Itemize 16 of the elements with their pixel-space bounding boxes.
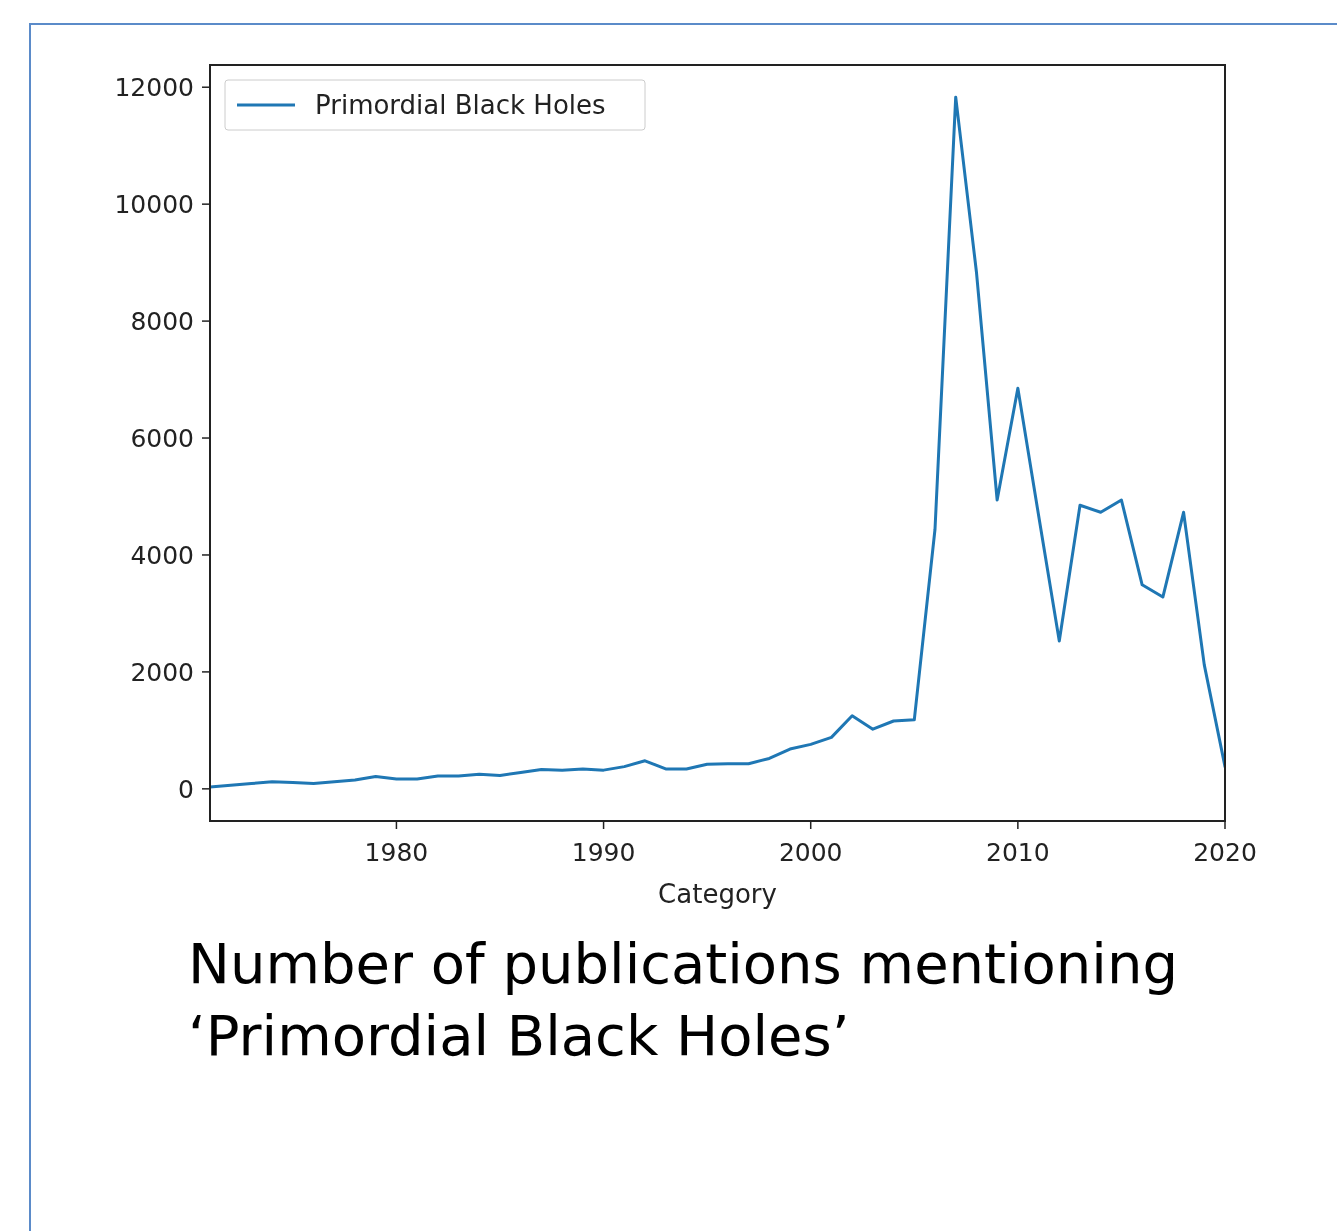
y-tick-label: 0 (178, 774, 194, 804)
y-tick-label: 10000 (114, 190, 194, 220)
y-tick-label: 12000 (114, 73, 194, 103)
x-tick-label: 2020 (1193, 838, 1257, 867)
y-tick-label: 6000 (130, 424, 194, 454)
x-tick-label: 1980 (364, 838, 429, 867)
legend-label: Primordial Black Holes (315, 90, 606, 120)
x-axis-title: Category (658, 879, 777, 909)
x-tick-label: 2000 (778, 838, 843, 867)
x-tick-label: 1990 (571, 838, 636, 867)
text: Number of publications mentioning ‘Primordial Black Holes’ (188, 931, 1178, 1068)
y-tick-label: 8000 (130, 307, 194, 337)
y-tick-label: 4000 (130, 540, 194, 570)
x-tick-label: 2010 (986, 838, 1050, 867)
y-tick-label: 2000 (130, 657, 194, 687)
line-series (210, 95, 1225, 789)
